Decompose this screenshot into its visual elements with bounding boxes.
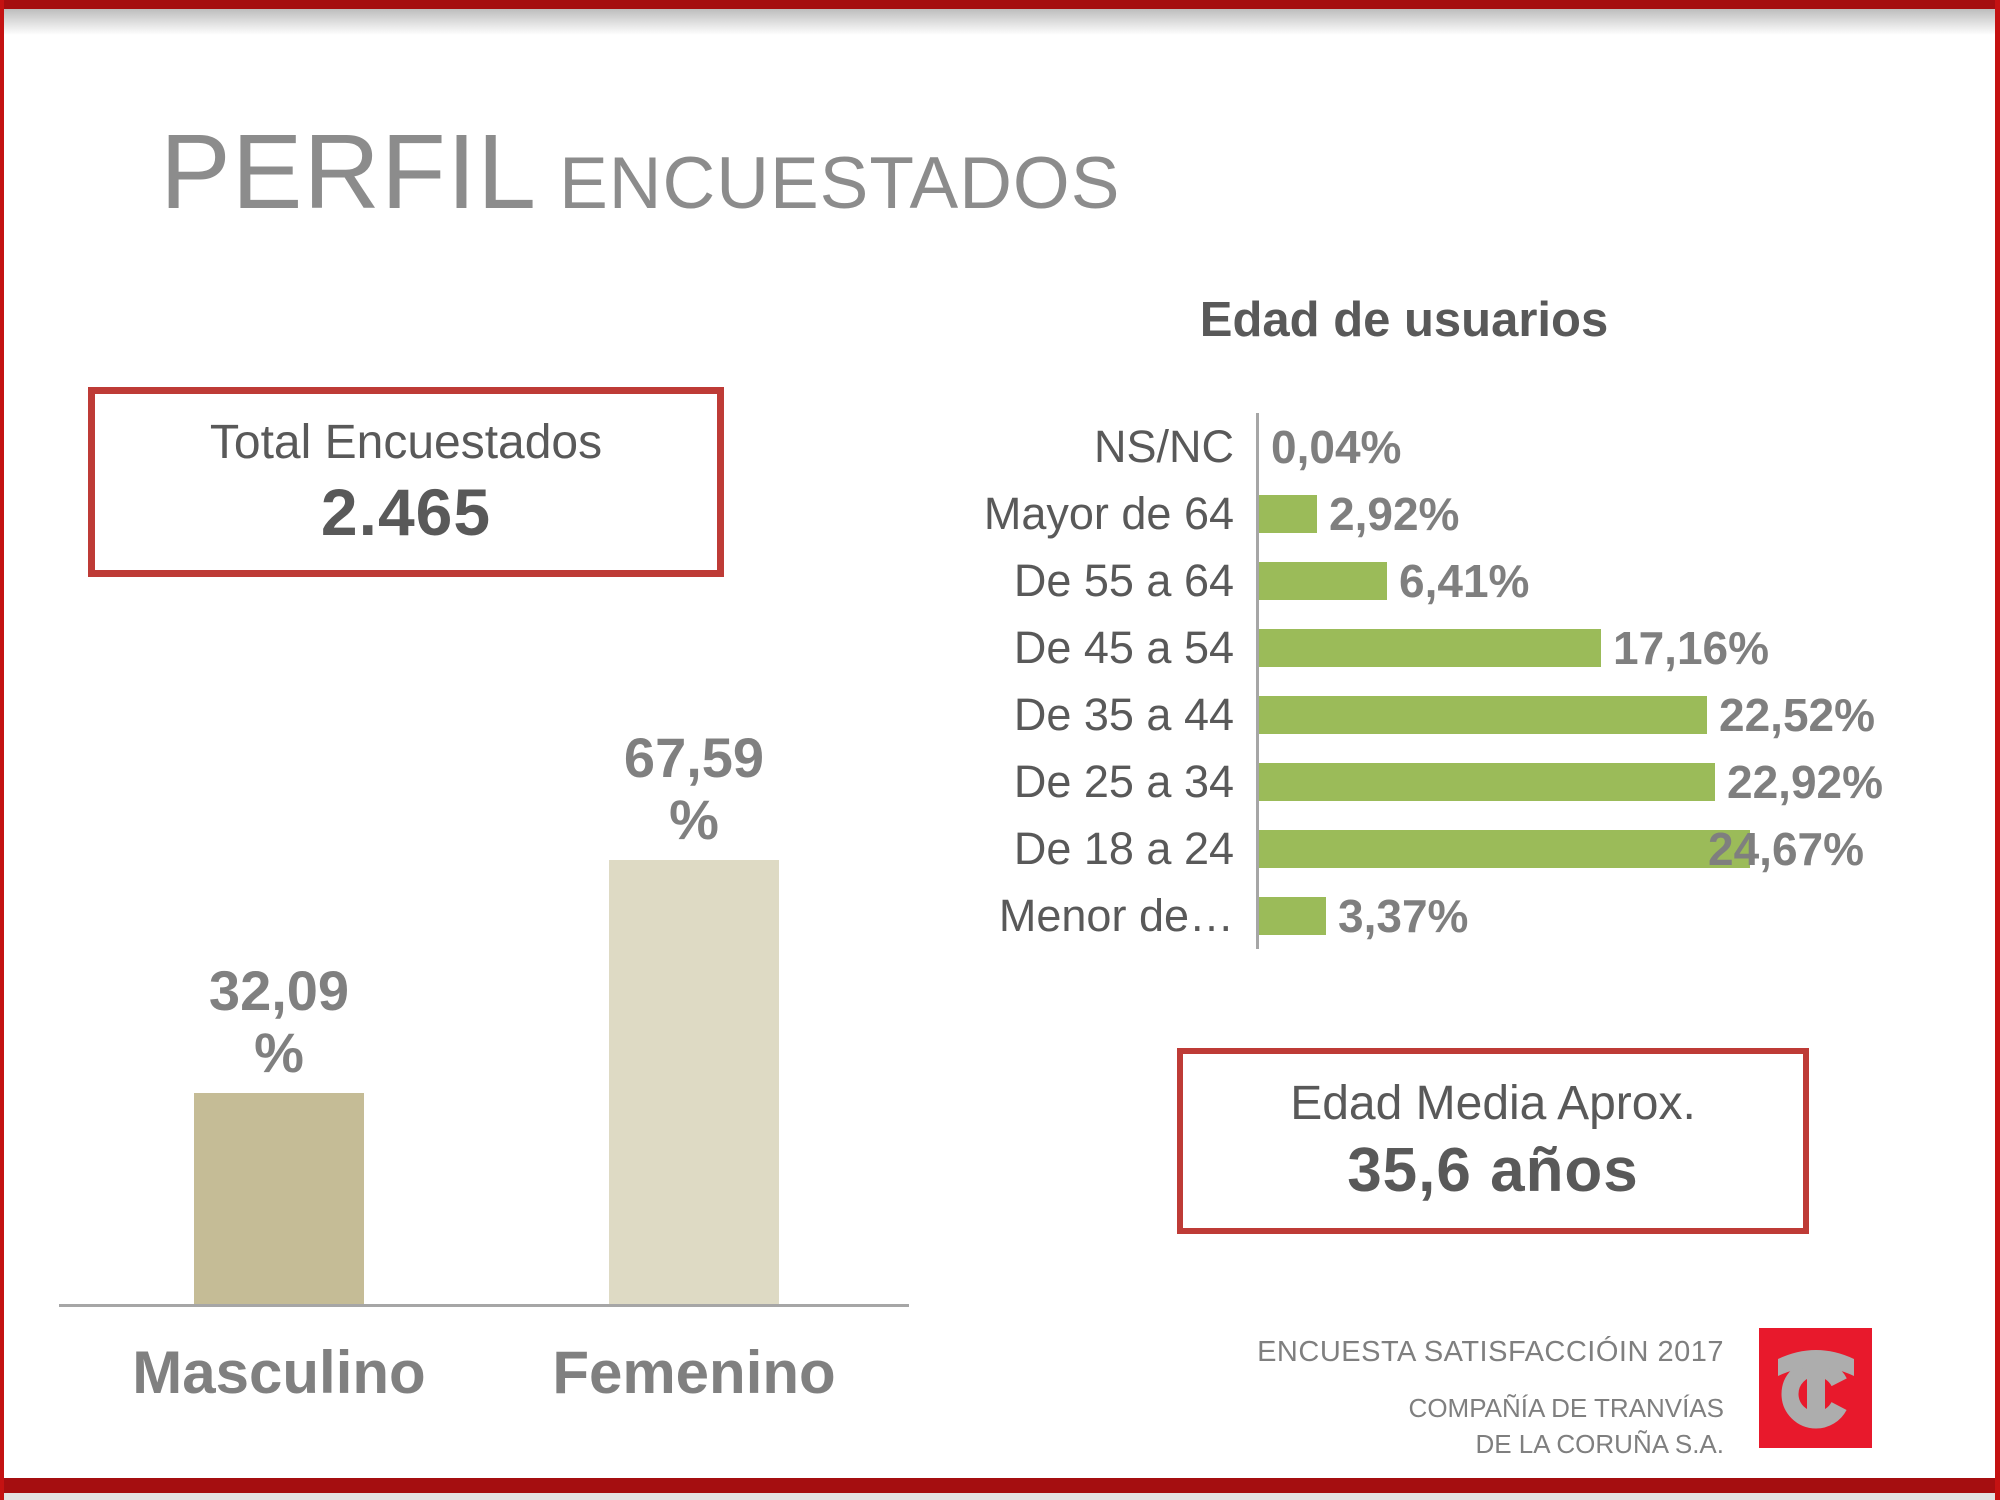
tranvias-tc-logo bbox=[1759, 1328, 1872, 1448]
age-row: NS/NC 0,04% bbox=[644, 413, 1883, 480]
age-row-plot: 22,52% bbox=[1256, 681, 1883, 748]
age-row: De 55 a 64 6,41% bbox=[644, 547, 1883, 614]
footer-company-name: COMPAÑÍA DE TRANVÍAS DE LA CORUÑA S.A. bbox=[1409, 1390, 1724, 1463]
gender-category-label-femenino: Femenino bbox=[552, 1339, 836, 1406]
age-category-label: De 35 a 44 bbox=[1013, 688, 1234, 740]
age-row-plot: 17,16% bbox=[1256, 614, 1883, 681]
gender-bar-masculino bbox=[194, 1093, 364, 1304]
age-value-label: 22,52% bbox=[1719, 688, 1876, 741]
logo-letter-t-foot bbox=[1802, 1416, 1830, 1425]
bottom-gray-strip bbox=[4, 1493, 1995, 1500]
age-bar bbox=[1259, 695, 1707, 734]
age-value-label: 0,04% bbox=[1271, 420, 1402, 473]
age-row-plot: 24,67% bbox=[1256, 815, 1883, 882]
age-bar bbox=[1259, 762, 1715, 801]
age-row-plot: 22,92% bbox=[1256, 748, 1883, 815]
top-fade-strip bbox=[4, 9, 1995, 35]
age-value-label: 24,67% bbox=[1708, 822, 1865, 875]
gender-column-masculino: 32,09 % bbox=[194, 958, 364, 1304]
page-title-main: PERFIL bbox=[160, 113, 538, 231]
top-accent-bar bbox=[4, 0, 1995, 9]
age-category-label: De 45 a 54 bbox=[1013, 621, 1234, 673]
edad-media-label: Edad Media Aprox. bbox=[1290, 1077, 1696, 1130]
total-encuestados-value: 2.465 bbox=[320, 474, 492, 549]
age-category-label: Menor de… bbox=[998, 889, 1234, 941]
age-row: De 35 a 44 22,52% bbox=[644, 681, 1883, 748]
age-bar bbox=[1259, 494, 1317, 533]
total-encuestados-label: Total Encuestados bbox=[209, 415, 603, 469]
age-value-label: 22,92% bbox=[1727, 755, 1884, 808]
age-row: Menor de… 3,37% bbox=[644, 882, 1883, 949]
gender-axis-labels: Masculino Femenino bbox=[59, 1338, 909, 1413]
gender-column-femenino: 67,59 % bbox=[609, 725, 779, 1304]
page-title: PERFIL ENCUESTADOS bbox=[160, 112, 1120, 233]
bottom-accent-bar bbox=[4, 1478, 1995, 1493]
age-category-label: NS/NC bbox=[1093, 420, 1234, 472]
age-bar bbox=[1259, 628, 1601, 667]
age-row-plot: 3,37% bbox=[1256, 882, 1883, 949]
age-bar bbox=[1259, 896, 1326, 935]
age-row: De 18 a 24 24,67% bbox=[644, 815, 1883, 882]
gender-chart-plot: 32,09 % 67,59 % bbox=[59, 726, 909, 1307]
tc-monogram-icon bbox=[1759, 1328, 1872, 1448]
age-row: Mayor de 64 2,92% bbox=[644, 480, 1883, 547]
gender-bar-femenino bbox=[609, 860, 779, 1304]
age-chart-title: Edad de usuarios bbox=[1199, 293, 1609, 347]
age-chart: NS/NC 0,04% Mayor de 64 2,92% De 55 a 64 6,41… bbox=[644, 413, 1883, 949]
age-category-label: Mayor de 64 bbox=[983, 487, 1234, 539]
age-value-label: 6,41% bbox=[1399, 554, 1530, 607]
gender-category-label-masculino: Masculino bbox=[132, 1339, 426, 1406]
age-category-label: De 18 a 24 bbox=[1013, 822, 1234, 874]
age-value-label: 17,16% bbox=[1613, 621, 1770, 674]
age-value-label: 2,92% bbox=[1329, 487, 1460, 540]
age-bar bbox=[1259, 561, 1387, 600]
footer-company-line1: COMPAÑÍA DE TRANVÍAS bbox=[1408, 1393, 1724, 1423]
age-row-plot: 6,41% bbox=[1256, 547, 1883, 614]
age-row-plot: 2,92% bbox=[1256, 480, 1883, 547]
age-category-label: De 55 a 64 bbox=[1013, 554, 1234, 606]
page-title-sub: ENCUESTADOS bbox=[559, 143, 1121, 224]
age-value-label: 3,37% bbox=[1338, 889, 1469, 942]
age-row: De 45 a 54 17,16% bbox=[644, 614, 1883, 681]
logo-letter-t-stem bbox=[1807, 1360, 1825, 1422]
gender-value-label-femenino: 67,59 % bbox=[623, 725, 765, 852]
total-encuestados-box: Total Encuestados 2.465 bbox=[88, 387, 724, 577]
age-row: De 25 a 34 22,92% bbox=[644, 748, 1883, 815]
age-row-plot: 0,04% bbox=[1256, 413, 1883, 480]
footer-survey-title: ENCUESTA SATISFACCIÓIN 2017 bbox=[1257, 1336, 1724, 1368]
edad-media-value: 35,6 años bbox=[1347, 1136, 1639, 1205]
edad-media-box: Edad Media Aprox. 35,6 años bbox=[1177, 1048, 1809, 1234]
age-bar bbox=[1259, 829, 1750, 868]
gender-value-label-masculino: 32,09 % bbox=[208, 958, 350, 1085]
age-category-label: De 25 a 34 bbox=[1013, 755, 1234, 807]
footer-company-line2: DE LA CORUÑA S.A. bbox=[1475, 1429, 1724, 1460]
